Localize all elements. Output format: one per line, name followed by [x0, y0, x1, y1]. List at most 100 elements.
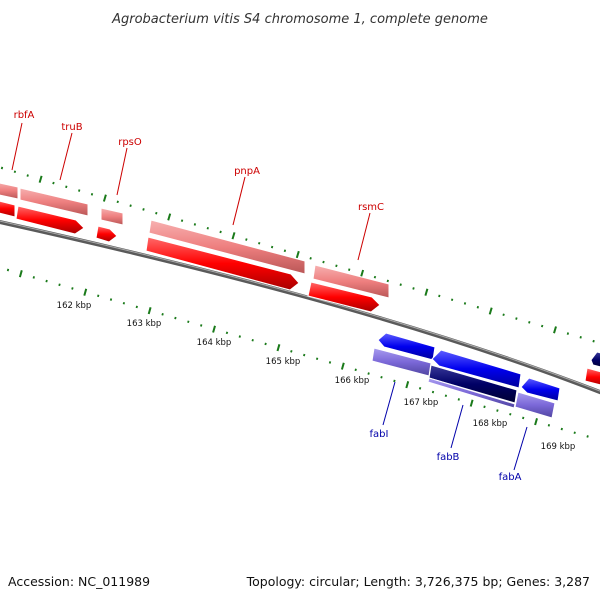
upper-ruler-major-tick: [424, 288, 429, 296]
lower-ruler-minor-tick: [6, 268, 10, 272]
lower-ruler-minor-tick: [251, 338, 254, 342]
lower-ruler-minor-tick: [496, 409, 499, 412]
upper-ruler-minor-tick: [13, 170, 17, 174]
lower-ruler-minor-tick: [225, 331, 229, 335]
map-title: Agrobacterium vitis S4 chromosome 1, com…: [111, 12, 488, 27]
upper-ruler-minor-tick: [283, 249, 287, 253]
lower-ruler-minor-tick: [431, 390, 435, 394]
gene-label-fabB: fabB: [437, 452, 460, 463]
gene-label-fabA: fabA: [499, 472, 522, 483]
gene-pnpA-light: [148, 219, 306, 275]
upper-ruler-major-tick: [295, 250, 300, 259]
lower-ruler-major-tick: [534, 418, 538, 426]
leader-rpsO: [116, 147, 128, 196]
upper-ruler-minor-tick: [219, 230, 222, 234]
upper-ruler-minor-tick: [270, 245, 274, 249]
upper-ruler-minor-tick: [592, 339, 595, 343]
upper-ruler-minor-tick: [155, 211, 158, 215]
upper-ruler-minor-tick: [193, 223, 197, 226]
upper-ruler-minor-tick: [309, 257, 312, 260]
upper-ruler-minor-tick: [450, 298, 454, 302]
lower-ruler-minor-tick: [573, 431, 576, 435]
upper-ruler-minor-tick: [78, 189, 81, 192]
upper-ruler-minor-tick: [245, 238, 248, 241]
accession-text: Accession: NC_011989: [8, 574, 150, 589]
gene-fabB-dark: [428, 364, 518, 404]
upper-ruler-minor-tick: [0, 166, 4, 170]
gene-label-truB: truB: [61, 122, 82, 133]
upper-ruler-minor-tick: [540, 324, 544, 328]
upper-ruler-major-tick: [360, 269, 365, 277]
forward-light-row: [0, 182, 390, 299]
lower-ruler-minor-tick: [522, 416, 525, 420]
upper-ruler-minor-tick: [90, 193, 94, 196]
lower-ruler-minor-tick: [483, 405, 486, 409]
gene-label-rpsO: rpsO: [118, 137, 142, 148]
leader-truB: [59, 132, 73, 181]
upper-ruler-minor-tick: [399, 283, 402, 286]
gene-fabB-light: [427, 377, 516, 409]
upper-ruler-minor-tick: [65, 185, 68, 189]
lower-ruler-major-tick: [276, 344, 281, 352]
leader-fabB: [450, 404, 464, 449]
upper-ruler-minor-tick: [515, 317, 518, 320]
gene-rbfA-arrow: [0, 200, 16, 218]
lower-ruler-minor-tick: [560, 427, 563, 431]
scale-label-167: 167 kbp: [404, 398, 439, 408]
scale-label-168: 168 kbp: [473, 419, 508, 429]
lower-ruler-minor-tick: [380, 375, 383, 379]
lower-ruler-minor-tick: [45, 279, 48, 283]
leader-fabI: [382, 381, 396, 426]
scale-label-165: 165 kbp: [266, 357, 301, 367]
leader-pnpA: [232, 176, 246, 226]
gene-labels: rbfA truB rpsO pnpA rsmC fabI fabB fabA: [14, 110, 522, 483]
upper-ruler-minor-tick: [335, 264, 338, 268]
upper-ruler-minor-tick: [52, 181, 55, 185]
gene-edge-red-arrow: [584, 367, 600, 386]
gene-fabB-arrow: [431, 349, 522, 389]
scale-label-163: 163 kbp: [127, 319, 162, 329]
genome-summary-text: Topology: circular; Length: 3,726,375 bp…: [246, 574, 590, 589]
upper-ruler-minor-tick: [322, 260, 325, 264]
upper-ruler-minor-tick: [579, 336, 582, 339]
lower-ruler-minor-tick: [174, 316, 177, 320]
reverse-gene-row: [377, 332, 600, 402]
upper-ruler-minor-tick: [386, 279, 389, 283]
upper-ruler-minor-tick: [566, 332, 570, 335]
upper-ruler-major-tick: [102, 194, 107, 202]
upper-ruler-minor-tick: [258, 241, 261, 245]
lower-ruler-minor-tick: [354, 368, 357, 372]
lower-ruler-minor-tick: [109, 298, 113, 301]
gene-rsmC-arrow: [307, 281, 381, 313]
lower-ruler-major-tick: [83, 288, 88, 296]
upper-ruler-minor-tick: [463, 302, 467, 305]
upper-ruler-minor-tick: [528, 321, 531, 324]
lower-ruler-minor-tick: [187, 320, 190, 324]
genome-backbone: [0, 220, 600, 395]
gene-truB-light: [19, 187, 89, 217]
upper-ruler-major-tick: [553, 326, 557, 334]
scale-label-162: 162 kbp: [57, 301, 92, 311]
lower-ruler-minor-tick: [303, 353, 306, 357]
leader-rbfA: [11, 122, 23, 171]
gene-label-pnpA: pnpA: [234, 166, 260, 177]
upper-ruler-minor-tick: [129, 204, 132, 207]
upper-ruler-minor-tick: [373, 275, 377, 279]
lower-ruler-minor-tick: [290, 350, 293, 353]
gene-pnpA-arrow: [145, 236, 300, 291]
forward-gene-row: [0, 200, 600, 386]
gene-rsmC-light: [312, 264, 390, 299]
leader-fabA: [513, 426, 528, 471]
lower-ruler-major-tick: [212, 325, 216, 333]
lower-ruler-minor-tick: [161, 313, 164, 316]
tick-marks: [0, 166, 595, 438]
lower-ruler-minor-tick: [135, 305, 138, 309]
lower-ruler-minor-tick: [315, 357, 319, 361]
upper-ruler-minor-tick: [142, 208, 145, 211]
lower-ruler-major-tick: [147, 307, 152, 315]
gene-rpsO-light: [100, 207, 124, 226]
lower-ruler-minor-tick: [71, 287, 74, 290]
scale-label-166: 166 kbp: [335, 376, 370, 386]
upper-ruler-minor-tick: [476, 305, 480, 309]
